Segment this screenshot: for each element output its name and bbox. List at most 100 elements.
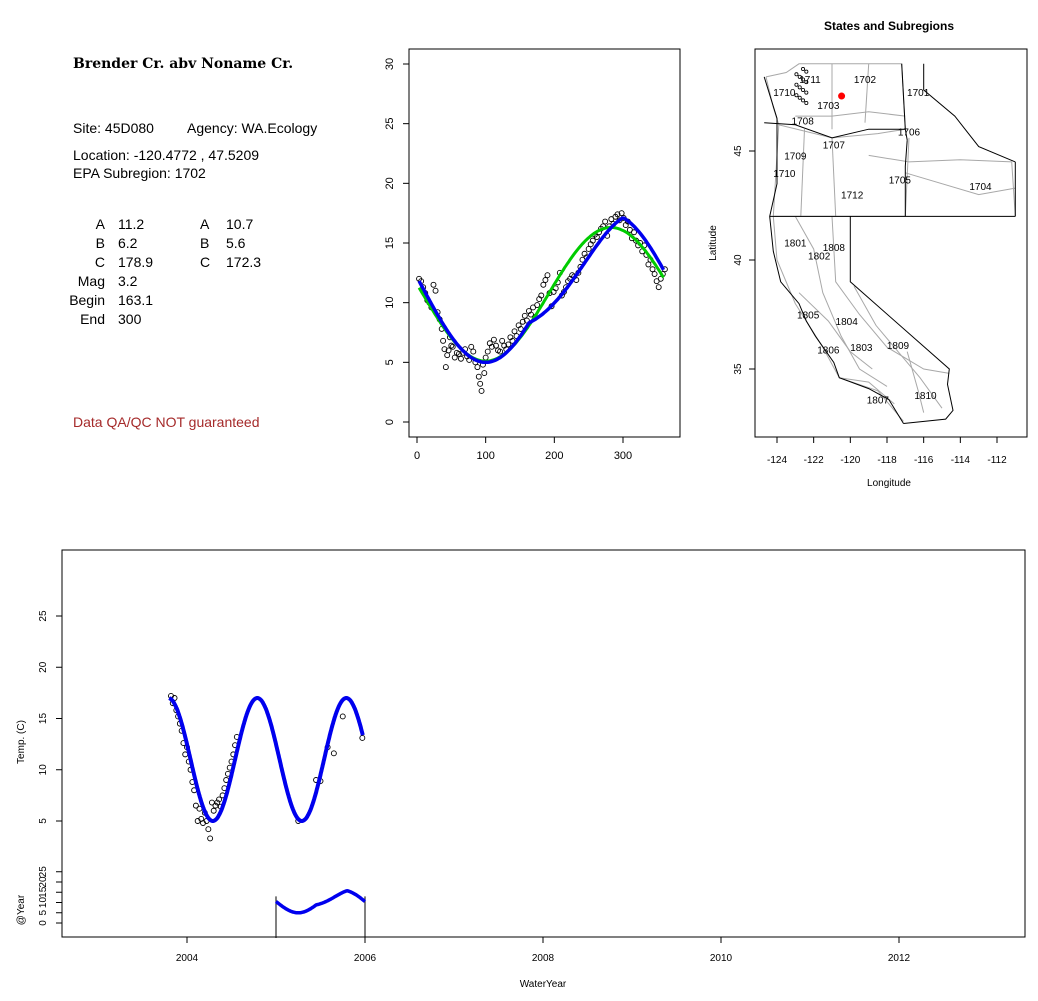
region-label: 1710 [773,169,796,180]
coast-detail [804,101,809,106]
data-point [192,802,199,809]
y2-tick-label: 5 [38,910,49,916]
data-point [614,211,621,218]
y-tick-label: 45 [733,145,744,157]
x-tick-label: 200 [545,450,563,462]
param-value: 3.2 [118,273,138,289]
param-value: 163.1 [118,292,154,308]
region-label: 1703 [817,101,840,112]
subregion-boundary [800,129,805,217]
region-label: 1712 [841,191,864,202]
param-name: A [200,216,210,232]
data-point [445,347,452,354]
coast-detail [801,98,806,103]
y2-tick-label: 0 [38,920,49,926]
data-point [216,796,222,803]
x-tick-label: -118 [877,455,897,466]
data-point [540,281,547,288]
y2-axis-label: @Year [16,894,27,925]
x-tick-label: 2006 [354,953,377,964]
data-point [432,287,439,294]
region-label: 1711 [799,75,821,86]
subregion-boundary [853,285,943,409]
region-label: 1705 [889,175,912,186]
coast-detail [804,90,809,95]
data-point [205,826,212,833]
x-tick-label: 2010 [710,953,733,964]
data-point [430,281,437,288]
site-marker [838,92,846,100]
x-tick-label: -114 [951,455,971,466]
region-label: 1802 [808,252,831,263]
y-tick-label: 30 [384,58,396,70]
water-year-timeseries-chart: 2004 2006 2008 2010 20125101520250510152025W… [16,549,1026,990]
subregion-boundary [798,292,873,370]
region-label: 1706 [898,127,921,138]
data-point [457,355,464,362]
data-point [521,312,528,319]
data-point [444,352,451,359]
data-point [589,237,596,244]
region-label: 1704 [969,182,992,193]
state-border [904,140,908,217]
region-label: 1805 [797,311,820,322]
coast-detail [797,85,802,90]
data-point [442,364,449,371]
x-axis-label: WaterYear [520,979,567,990]
y-axis-label: Latitude [708,225,719,261]
region-label: 1710 [773,88,796,99]
epa-subregion: EPA Subregion: 1702 [73,165,206,181]
state-border [901,63,906,130]
data-point [481,370,488,377]
region-label: 1808 [823,243,846,254]
subregion-boundary [831,216,950,374]
data-point [631,229,637,236]
data-point [212,802,219,809]
data-point [655,284,662,291]
state-border [763,76,904,424]
data-point [449,343,456,350]
region-label: 1702 [854,75,877,86]
subregion-boundary [905,172,1016,196]
data-point [474,364,481,371]
data-point [478,388,485,394]
data-point [477,380,484,387]
data-point [339,713,346,720]
region-label: 1709 [784,151,807,162]
plot-frame [61,549,1026,938]
map-frame [754,48,1028,438]
data-point [455,351,462,357]
region-label: 1804 [836,317,859,328]
data-point [207,835,214,842]
param-name: End [80,311,105,327]
coast-detail [794,82,799,87]
y-tick-label: 20 [38,661,49,673]
region-label: 1708 [792,116,815,127]
y-tick-label: 20 [384,177,396,189]
y2-tick-label: 15 [38,886,49,898]
coast-detail [804,69,809,74]
data-point [657,275,664,282]
x-tick-label: -112 [987,455,1007,466]
sub-annual-curve [274,889,367,915]
y2-tick-label: 10 [38,897,49,909]
y-tick-label: 35 [733,363,744,375]
data-point [482,354,489,361]
fitted-curve [168,696,365,823]
data-point [488,343,495,350]
y-tick-label: 25 [384,118,396,130]
data-point [602,218,609,225]
seasonal-temperature-chart: 0 100 200 300 0 5 10 15 20 25 30 [384,48,681,462]
region-label: 1803 [850,343,873,354]
subregion-boundary [868,154,1016,217]
y2-tick-label: 25 [38,866,49,878]
x-tick-label: 2008 [532,953,555,964]
param-name: B [200,235,210,251]
data-point [649,266,656,273]
param-name: Begin [69,292,105,308]
region-label: 1801 [784,239,807,250]
coast-detail [797,95,802,100]
location: Location: -120.4772 , 47.5209 [73,147,260,163]
data-point [440,337,447,344]
